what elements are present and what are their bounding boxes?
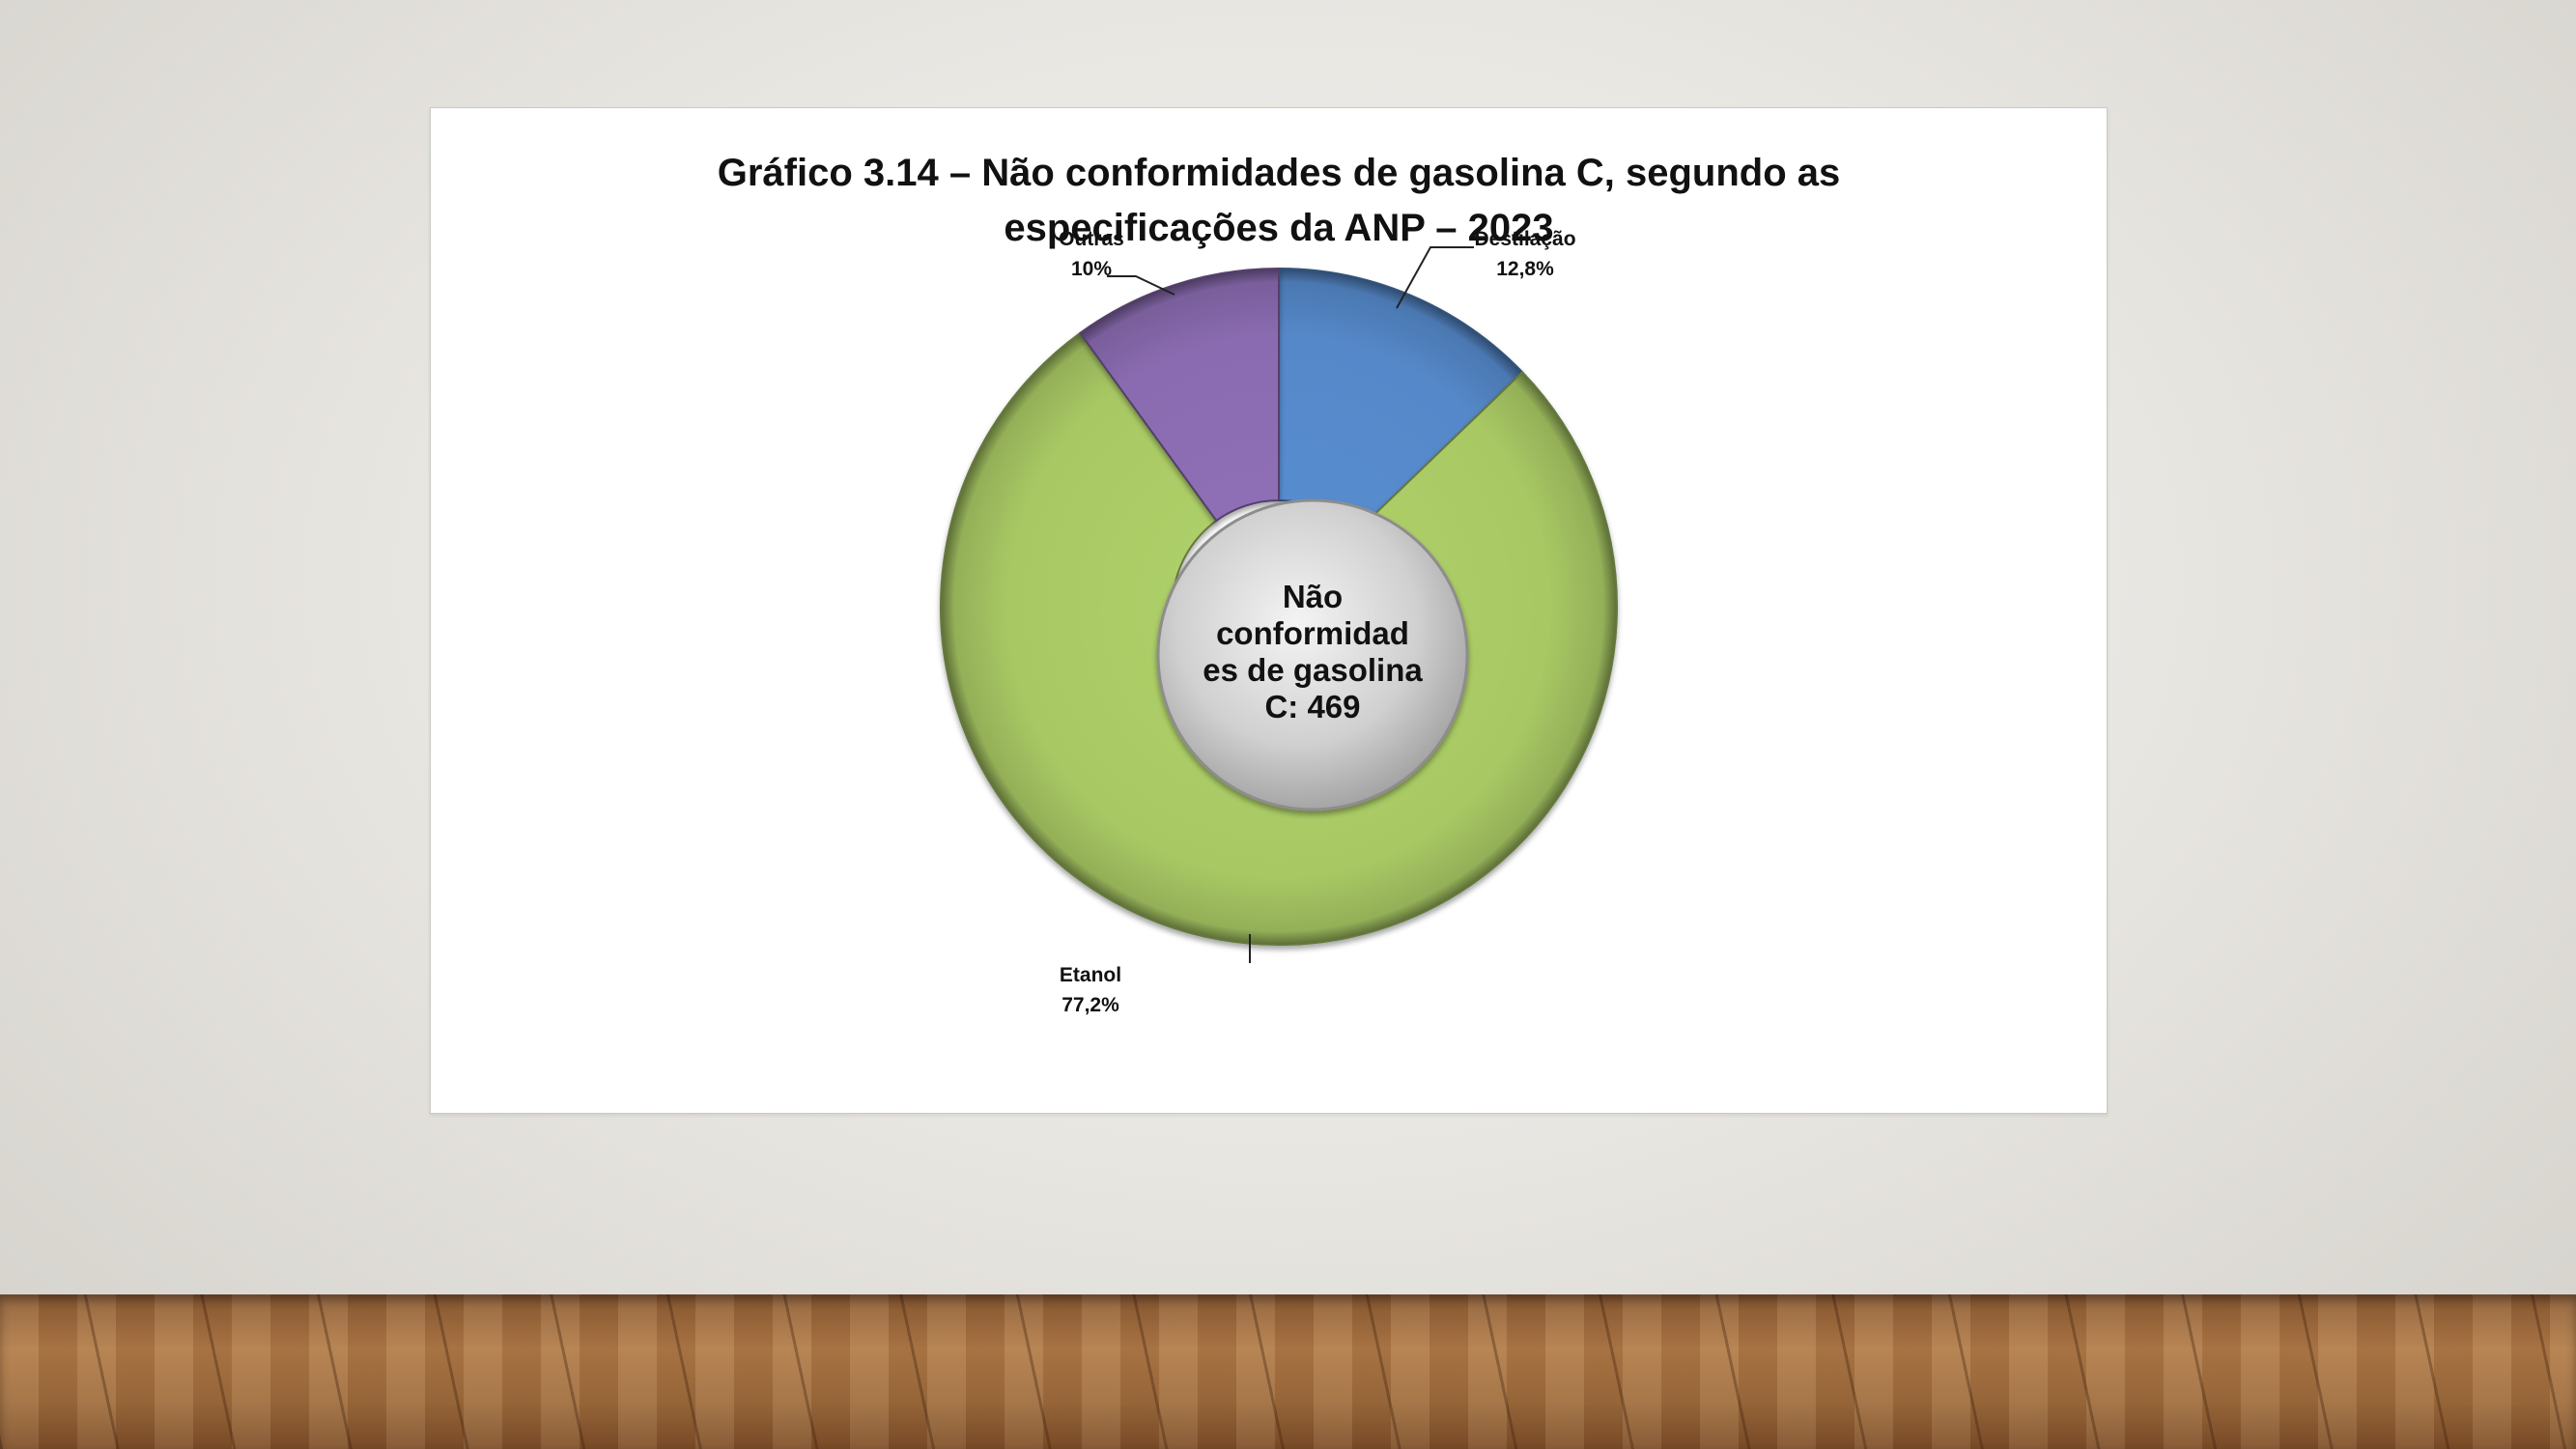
slice-label-name-etanol: Etanol (1060, 964, 1121, 986)
center-label-line-2: conformidad (1216, 615, 1409, 651)
center-hub (1156, 498, 1469, 811)
center-label-line-1: Não (1283, 579, 1343, 614)
chart-title-line-1: Gráfico 3.14 – Não conformidades de gaso… (718, 152, 1841, 194)
slide: Gráfico 3.14 – Não conformidades de gaso… (430, 107, 2108, 1114)
donut-chart: Gráfico 3.14 – Não conformidades de gaso… (718, 152, 1841, 1016)
slice-label-name-destilacao: Destilação (1474, 228, 1575, 250)
center-label-line-4: C: 469 (1264, 689, 1360, 724)
leader-line-destilacao (1396, 246, 1474, 309)
slice-label-name-outras: Outras (1059, 228, 1124, 250)
center-label-line-3: es de gasolina (1203, 652, 1423, 688)
chart-title-line-2: especificações da ANP – 2023 (1004, 207, 1553, 249)
donut-slice-outras (1078, 267, 1280, 523)
leader-line-outras (1107, 275, 1175, 296)
slice-label-value-etanol: 77,2% (1062, 994, 1119, 1016)
wood-floor (0, 1294, 2576, 1449)
slice-label-value-outras: 10% (1071, 258, 1112, 280)
slice-label-value-destilacao: 12,8% (1496, 258, 1554, 280)
